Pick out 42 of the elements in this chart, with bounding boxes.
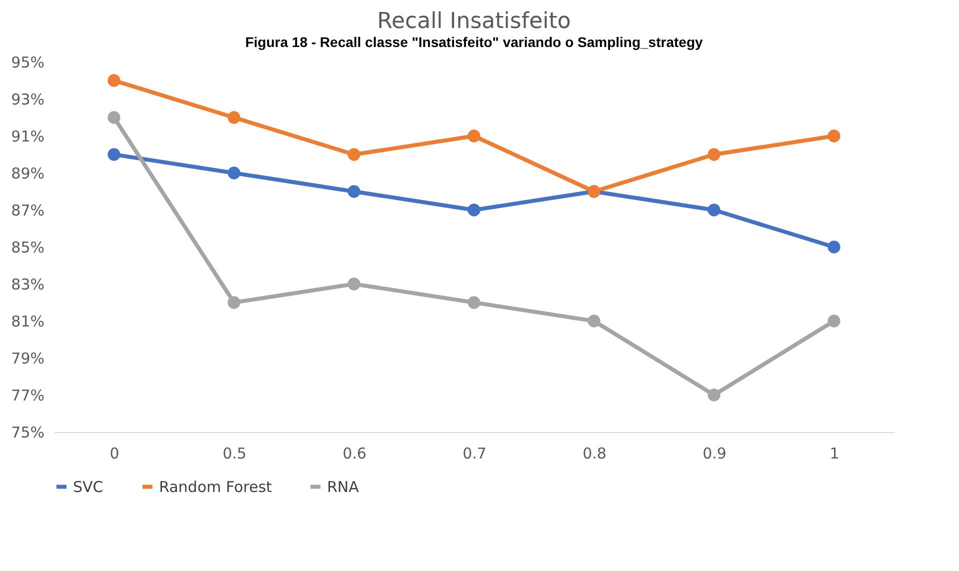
point bbox=[468, 296, 480, 309]
point bbox=[828, 130, 840, 142]
point bbox=[708, 388, 720, 402]
x-tick-label: 0.6 bbox=[342, 444, 366, 462]
y-tick-label: 77% bbox=[11, 386, 44, 404]
point bbox=[708, 204, 720, 216]
y-tick-label: 95% bbox=[11, 54, 44, 72]
y-tick-label: 75% bbox=[11, 424, 44, 442]
point bbox=[348, 278, 360, 290]
point bbox=[828, 314, 840, 328]
point bbox=[348, 185, 360, 198]
chart-title: Recall Insatisfeito bbox=[377, 9, 571, 34]
point bbox=[828, 240, 840, 254]
point bbox=[108, 148, 120, 161]
y-tick-label: 81% bbox=[11, 312, 44, 330]
point bbox=[108, 111, 120, 124]
x-tick-label: 0 bbox=[110, 444, 120, 462]
point bbox=[468, 204, 480, 216]
legend-label: Random Forest bbox=[159, 478, 272, 496]
y-tick-label: 83% bbox=[11, 276, 44, 294]
point bbox=[228, 166, 240, 180]
legend-label: RNA bbox=[327, 478, 360, 496]
y-tick-label: 91% bbox=[11, 128, 44, 146]
point bbox=[588, 314, 600, 328]
point bbox=[108, 74, 120, 87]
x-tick-label: 0.8 bbox=[582, 444, 606, 462]
x-tick-label: 0.9 bbox=[702, 444, 726, 462]
x-tick-label: 0.7 bbox=[462, 444, 486, 462]
x-tick-label: 0.5 bbox=[222, 444, 246, 462]
point bbox=[228, 296, 240, 309]
y-tick-label: 85% bbox=[11, 238, 44, 256]
legend-label: SVC bbox=[73, 478, 104, 496]
point bbox=[348, 148, 360, 161]
point bbox=[708, 148, 720, 161]
y-tick-label: 93% bbox=[11, 90, 44, 108]
y-tick-label: 87% bbox=[11, 202, 44, 220]
point bbox=[468, 130, 480, 142]
point bbox=[228, 111, 240, 124]
y-tick-label: 89% bbox=[11, 164, 44, 182]
text: Figura 18 - Recall classe "Insatisfeito" variando o Sampling_strategy bbox=[245, 34, 703, 50]
x-tick-label: 1 bbox=[830, 444, 840, 462]
y-tick-label: 79% bbox=[11, 350, 44, 368]
